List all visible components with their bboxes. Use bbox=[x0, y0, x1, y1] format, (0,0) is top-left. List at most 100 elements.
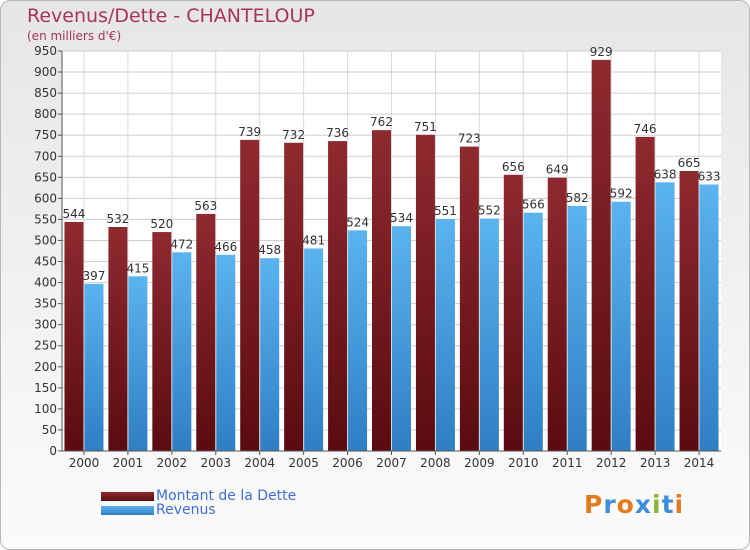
y-tick-label: 300 bbox=[34, 318, 57, 332]
y-tick-label: 900 bbox=[34, 65, 57, 79]
bar-dette bbox=[679, 171, 699, 451]
y-tick-label: 550 bbox=[34, 212, 57, 226]
bar-revenus bbox=[216, 254, 236, 451]
y-tick-label: 750 bbox=[34, 128, 57, 142]
x-tick-label: 2004 bbox=[244, 456, 275, 470]
bar-revenus bbox=[304, 248, 324, 451]
y-tick-label: 0 bbox=[49, 444, 57, 458]
x-tick-label: 2013 bbox=[640, 456, 671, 470]
y-tick-label: 650 bbox=[34, 170, 57, 184]
bar-revenus bbox=[611, 201, 631, 451]
data-label-revenus: 551 bbox=[434, 204, 457, 218]
data-label-revenus: 638 bbox=[654, 167, 677, 181]
bar-dette bbox=[372, 130, 391, 451]
x-tick-label: 2008 bbox=[420, 456, 451, 470]
bar-revenus bbox=[523, 212, 543, 451]
data-label-dette: 746 bbox=[634, 122, 657, 136]
bar-dette bbox=[635, 136, 655, 452]
x-tick-label: 2002 bbox=[157, 456, 188, 470]
y-tick-label: 50 bbox=[42, 423, 57, 437]
data-label-revenus: 534 bbox=[390, 211, 413, 225]
bar-revenus bbox=[567, 205, 587, 451]
proxiti-logo: Proxiti bbox=[584, 490, 685, 519]
bar-revenus bbox=[479, 218, 499, 451]
bar-dette bbox=[459, 146, 479, 451]
legend-swatch-dette bbox=[101, 491, 154, 501]
bar-dette bbox=[240, 139, 260, 451]
bar-dette bbox=[152, 232, 172, 451]
data-label-revenus: 524 bbox=[346, 215, 369, 229]
bars-layer bbox=[64, 59, 719, 452]
y-tick-label: 800 bbox=[34, 107, 57, 121]
x-tick-label: 2012 bbox=[596, 456, 627, 470]
y-tick-label: 450 bbox=[34, 255, 57, 269]
data-label-revenus: 582 bbox=[566, 191, 589, 205]
bar-dette bbox=[64, 221, 84, 451]
data-label-revenus: 472 bbox=[170, 237, 193, 251]
data-label-dette: 544 bbox=[63, 207, 86, 221]
y-tick-label: 600 bbox=[34, 191, 57, 205]
x-tick-label: 2006 bbox=[332, 456, 363, 470]
x-tick-label: 2007 bbox=[376, 456, 407, 470]
grid-layer bbox=[62, 50, 721, 452]
x-tick-label: 2005 bbox=[288, 456, 319, 470]
bar-revenus bbox=[172, 252, 192, 451]
legend-label-dette: Montant de la Dette bbox=[156, 488, 297, 504]
data-label-dette: 762 bbox=[370, 115, 393, 129]
data-label-dette: 649 bbox=[546, 163, 569, 177]
x-tick-label: 2001 bbox=[113, 456, 144, 470]
data-label-dette: 732 bbox=[282, 128, 305, 142]
y-tick-label: 700 bbox=[34, 149, 57, 163]
bar-dette bbox=[284, 142, 304, 451]
x-tick-label: 2010 bbox=[508, 456, 539, 470]
bar-dette bbox=[108, 227, 128, 451]
y-tick-label: 100 bbox=[34, 402, 57, 416]
y-tick-label: 850 bbox=[34, 86, 57, 100]
data-label-revenus: 592 bbox=[610, 187, 633, 201]
data-label-dette: 563 bbox=[194, 199, 217, 213]
y-tick-label: 500 bbox=[34, 233, 57, 247]
data-label-revenus: 458 bbox=[258, 243, 281, 257]
bar-revenus bbox=[84, 283, 104, 451]
data-label-revenus: 481 bbox=[302, 233, 325, 247]
bar-revenus bbox=[655, 182, 675, 452]
bar-revenus bbox=[128, 276, 148, 451]
data-label-dette: 739 bbox=[238, 125, 261, 139]
data-label-dette: 929 bbox=[590, 45, 613, 59]
y-tick-label: 400 bbox=[34, 276, 57, 290]
data-label-dette: 736 bbox=[326, 126, 349, 140]
y-tick-label: 350 bbox=[34, 297, 57, 311]
chart-subtitle: (en milliers d'€) bbox=[27, 29, 122, 43]
bar-revenus bbox=[348, 230, 368, 451]
bar-revenus bbox=[435, 219, 455, 451]
data-label-dette: 723 bbox=[458, 132, 481, 146]
axis-layer: 0 50 100 150 200 250 300 350 400 450 500 550 600 650 7… bbox=[34, 44, 721, 470]
bar-revenus bbox=[392, 226, 411, 451]
chart-title: Revenus/Dette - CHANTELOUP bbox=[27, 5, 315, 27]
x-tick-label: 2009 bbox=[464, 456, 495, 470]
bar-dette bbox=[328, 141, 348, 451]
data-label-dette: 656 bbox=[502, 160, 525, 174]
y-tick-label: 250 bbox=[34, 339, 57, 353]
bar-dette bbox=[547, 177, 567, 451]
data-label-revenus: 415 bbox=[126, 261, 149, 275]
x-tick-label: 2000 bbox=[69, 456, 100, 470]
data-label-revenus: 466 bbox=[214, 240, 237, 254]
legend-item-dette: Montant de la Dette bbox=[101, 488, 296, 504]
data-label-dette: 665 bbox=[678, 156, 701, 170]
data-label-revenus: 552 bbox=[478, 204, 501, 218]
x-tick-label: 2014 bbox=[684, 456, 715, 470]
y-tick-label: 950 bbox=[34, 44, 57, 58]
y-tick-label: 200 bbox=[34, 360, 57, 374]
bar-dette bbox=[415, 134, 435, 451]
data-label-dette: 520 bbox=[150, 217, 173, 231]
bar-dette bbox=[503, 174, 523, 451]
legend-label-revenus: Revenus bbox=[156, 502, 216, 518]
bar-dette bbox=[591, 59, 611, 452]
bar-dette bbox=[196, 213, 216, 451]
labels-layer: 544 397 532 415 520 472 563 466 739 458 732 481 736 5… bbox=[63, 45, 721, 283]
data-label-revenus: 397 bbox=[83, 269, 106, 283]
legend-swatch-revenus bbox=[101, 505, 154, 515]
